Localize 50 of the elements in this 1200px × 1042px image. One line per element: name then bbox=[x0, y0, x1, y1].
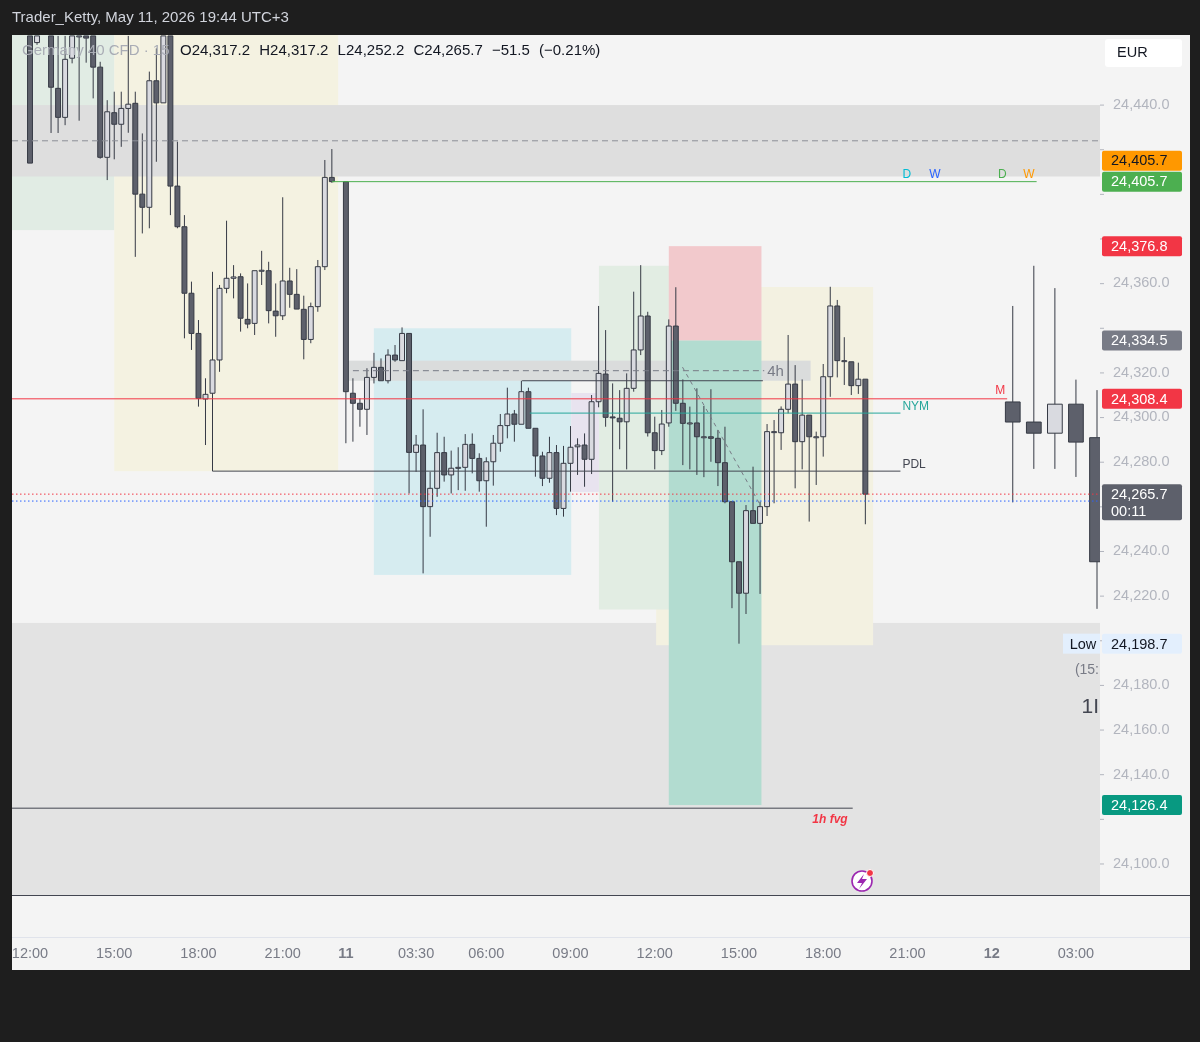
text: 24,334.5 bbox=[1111, 332, 1168, 349]
y-tick-label: 24,220.0 bbox=[1113, 586, 1170, 603]
x-tick-label: 18:00 bbox=[805, 944, 842, 961]
y-tick-label: 24,100.0 bbox=[1113, 854, 1170, 871]
chart-subtitle: O24,317.2 H24,317.2 L24,252.2 C24,265.7 −51.5 (−0.21%) bbox=[180, 40, 601, 58]
x-tick-label: 21:00 bbox=[889, 944, 926, 961]
text: 24,265.7 bbox=[1111, 485, 1168, 502]
y-tick-label: 24,160.0 bbox=[1113, 720, 1170, 737]
text: 24,405.7 bbox=[1111, 173, 1168, 190]
x-tick-label: 06:00 bbox=[468, 944, 505, 961]
x-tick-label: 12 bbox=[983, 944, 1000, 961]
x-tick-label: 21:00 bbox=[264, 944, 301, 961]
y-tick-label: 24,360.0 bbox=[1113, 274, 1170, 291]
x-tick-label: 12:00 bbox=[636, 944, 673, 961]
annotation: D bbox=[902, 166, 912, 181]
x-tick-label: 03:00 bbox=[1057, 944, 1095, 961]
y-tick-label: 24,440.0 bbox=[1113, 95, 1170, 112]
x-tick-label: 03:30 bbox=[397, 944, 435, 961]
y-tick-label: 24,280.0 bbox=[1113, 453, 1170, 470]
x-tick-label: 11 bbox=[338, 944, 354, 961]
candlestick bbox=[342, 181, 349, 444]
x-tick-label: 12:00 bbox=[11, 944, 49, 961]
ref-line-label: NYM bbox=[902, 399, 930, 414]
text: Trader_Ketty, May 11, 2026 19:44 UTC+3 bbox=[12, 7, 289, 25]
y-tick-label: 24,300.0 bbox=[1113, 408, 1170, 425]
text: EUR bbox=[1117, 43, 1148, 60]
ref-line-label: M bbox=[995, 382, 1006, 397]
annotation: Low bbox=[1069, 635, 1097, 652]
y-tick-label: 24,240.0 bbox=[1113, 542, 1170, 559]
x-tick-label: 15:00 bbox=[96, 944, 133, 961]
text: 24,198.7 bbox=[1111, 635, 1168, 652]
x-tick-label: 09:00 bbox=[552, 944, 589, 961]
text: 24,308.4 bbox=[1111, 390, 1168, 407]
annotation: W bbox=[1023, 166, 1036, 181]
y-tick-label: 24,320.0 bbox=[1113, 363, 1170, 380]
ref-line-label: 1h fvg bbox=[812, 812, 849, 827]
text: 24,376.8 bbox=[1111, 237, 1168, 254]
text: 00:11 bbox=[1111, 502, 1147, 519]
x-tick-label: 18:00 bbox=[180, 944, 217, 961]
ref-line-label: 4h bbox=[767, 361, 784, 379]
annotation: D bbox=[997, 166, 1007, 181]
annotation: (15: bbox=[1074, 661, 1099, 678]
x-tick-label: 15:00 bbox=[720, 944, 758, 961]
y-tick-label: 24,140.0 bbox=[1113, 765, 1170, 782]
ref-line-label: PDL bbox=[902, 457, 927, 472]
annotation: 1I bbox=[1081, 694, 1099, 718]
y-tick-label: 24,180.0 bbox=[1113, 676, 1170, 693]
text: 24,405.7 bbox=[1111, 152, 1168, 169]
annotation: W bbox=[929, 166, 942, 181]
text: 24,126.4 bbox=[1111, 796, 1168, 813]
